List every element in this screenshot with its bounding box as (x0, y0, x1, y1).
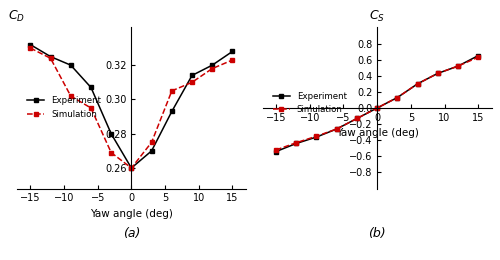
Simulation (354, 117, 360, 120)
Text: $C_S$: $C_S$ (369, 9, 385, 24)
Experiment (148, 149, 154, 152)
Simulation (374, 106, 380, 109)
Simulation (334, 127, 340, 131)
Experiment (475, 54, 481, 57)
Experiment (169, 110, 175, 113)
Simulation (169, 89, 175, 93)
Simulation (148, 141, 154, 144)
X-axis label: Yaw angle (deg): Yaw angle (deg) (90, 209, 173, 219)
Simulation (209, 67, 215, 70)
Experiment (455, 64, 461, 68)
Simulation (435, 72, 441, 75)
Experiment (374, 106, 380, 109)
Line: Simulation: Simulation (274, 55, 480, 152)
Experiment (334, 127, 340, 131)
Simulation (455, 64, 461, 68)
Simulation (108, 151, 114, 154)
Simulation (394, 96, 400, 99)
Text: (a): (a) (122, 227, 140, 240)
Experiment (294, 142, 300, 145)
Experiment (435, 72, 441, 75)
Experiment (314, 135, 320, 139)
Line: Experiment: Experiment (28, 42, 235, 171)
Line: Simulation: Simulation (28, 46, 235, 171)
Experiment (68, 64, 74, 67)
Text: (b): (b) (368, 227, 386, 240)
Experiment (128, 166, 134, 170)
Experiment (230, 50, 235, 53)
Experiment (273, 150, 279, 153)
Experiment (88, 86, 94, 89)
Experiment (108, 132, 114, 135)
Simulation (475, 56, 481, 59)
Simulation (189, 81, 195, 84)
Simulation (230, 58, 235, 62)
Experiment (414, 82, 420, 85)
Simulation (414, 82, 420, 85)
Experiment (48, 55, 54, 58)
Text: $C_D$: $C_D$ (8, 9, 25, 24)
Simulation (128, 166, 134, 170)
Experiment (28, 43, 34, 46)
Simulation (314, 135, 320, 138)
Simulation (294, 141, 300, 144)
Experiment (209, 64, 215, 67)
Legend: Experiment, Simulation: Experiment, Simulation (24, 93, 104, 122)
Simulation (28, 47, 34, 50)
X-axis label: Yaw angle (deg): Yaw angle (deg) (336, 128, 418, 138)
Line: Experiment: Experiment (274, 53, 480, 154)
Experiment (189, 74, 195, 77)
Simulation (273, 148, 279, 152)
Simulation (88, 106, 94, 109)
Legend: Experiment, Simulation: Experiment, Simulation (269, 88, 350, 117)
Simulation (68, 94, 74, 98)
Experiment (354, 117, 360, 120)
Experiment (394, 96, 400, 99)
Simulation (48, 57, 54, 60)
